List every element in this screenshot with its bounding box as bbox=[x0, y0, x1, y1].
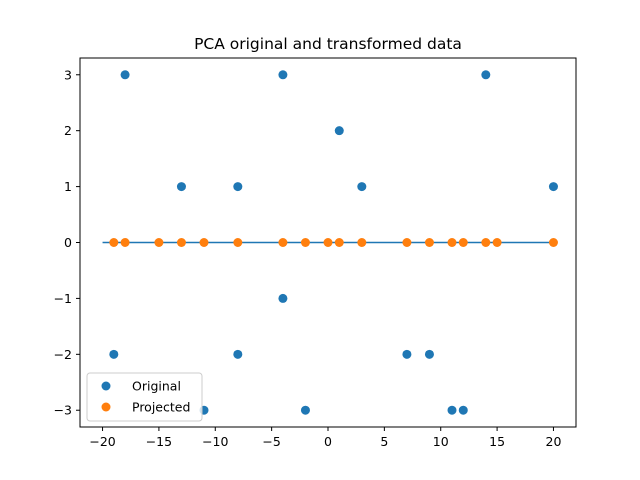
legend-label-projected: Projected bbox=[132, 400, 190, 415]
legend-label-original: Original bbox=[132, 379, 181, 394]
y-tick-label: 3 bbox=[64, 67, 72, 82]
legend-marker-projected bbox=[101, 402, 111, 412]
projected-point bbox=[481, 238, 491, 247]
original-point bbox=[447, 405, 457, 415]
y-tick-label: 0 bbox=[64, 235, 72, 250]
projected-point bbox=[300, 238, 310, 247]
original-point bbox=[176, 182, 186, 192]
y-tick-label: −2 bbox=[54, 347, 72, 362]
original-point bbox=[233, 349, 243, 359]
original-point bbox=[357, 182, 367, 192]
y-tick-label: −3 bbox=[54, 403, 72, 418]
legend-box bbox=[86, 372, 203, 422]
original-point bbox=[424, 349, 434, 359]
projected-point bbox=[109, 238, 119, 247]
x-tick-label: −20 bbox=[89, 434, 115, 449]
x-tick-label: 0 bbox=[324, 434, 332, 449]
chart-title: PCA original and transformed data bbox=[194, 35, 462, 53]
x-tick-label: 10 bbox=[433, 434, 449, 449]
projected-point bbox=[120, 238, 130, 247]
original-point bbox=[481, 70, 491, 80]
projected-point bbox=[447, 238, 457, 247]
projected-point bbox=[357, 238, 367, 247]
y-tick-label: 2 bbox=[64, 123, 72, 138]
original-point bbox=[548, 182, 558, 192]
x-tick-label: −15 bbox=[146, 434, 172, 449]
original-point bbox=[278, 293, 288, 303]
projected-point bbox=[458, 238, 468, 247]
legend-marker-original bbox=[101, 381, 111, 391]
original-point bbox=[300, 405, 310, 415]
x-tick-label: 20 bbox=[546, 434, 562, 449]
projected-point bbox=[424, 238, 434, 247]
projected-point bbox=[199, 238, 209, 247]
projected-point bbox=[548, 238, 558, 247]
original-point bbox=[109, 349, 119, 359]
x-tick-label: −5 bbox=[262, 434, 280, 449]
projected-point bbox=[334, 238, 344, 247]
y-tick-label: 1 bbox=[64, 179, 72, 194]
projected-point bbox=[154, 238, 164, 247]
x-tick-label: 15 bbox=[489, 434, 505, 449]
original-point bbox=[458, 405, 468, 415]
original-point bbox=[402, 349, 412, 359]
y-tick-label: −1 bbox=[54, 291, 72, 306]
projected-point bbox=[233, 238, 243, 247]
plot-area bbox=[102, 70, 558, 415]
x-tick-label: 5 bbox=[380, 434, 388, 449]
original-point bbox=[233, 182, 243, 192]
x-tick-label: −10 bbox=[202, 434, 228, 449]
projected-point bbox=[176, 238, 186, 247]
legend: Original Projected bbox=[86, 372, 203, 422]
projected-point bbox=[323, 238, 333, 247]
projected-point bbox=[492, 238, 502, 247]
original-point bbox=[278, 70, 288, 80]
projected-point bbox=[278, 238, 288, 247]
original-point bbox=[334, 126, 344, 136]
original-point bbox=[120, 70, 130, 80]
projected-point bbox=[402, 238, 412, 247]
